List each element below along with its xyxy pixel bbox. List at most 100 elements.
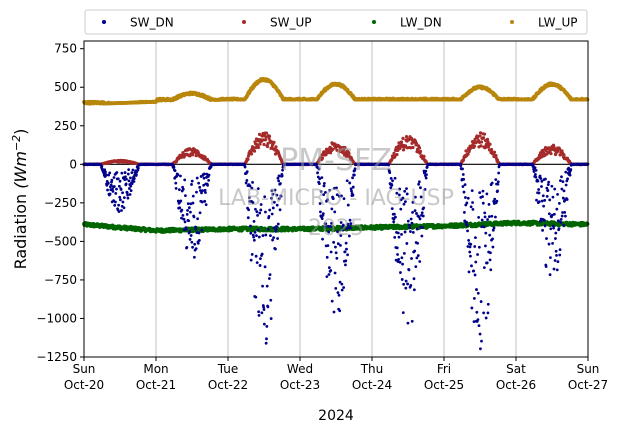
sw-dn-point <box>556 260 560 264</box>
sw-dn-point <box>327 273 331 276</box>
sw-dn-point <box>424 176 428 180</box>
sw-dn-point <box>470 306 474 310</box>
sw-dn-point <box>122 206 126 210</box>
sw-dn-point <box>475 310 479 314</box>
sw-dn-point <box>183 220 187 224</box>
sw-dn-point <box>533 166 537 170</box>
sw-up-point <box>255 143 260 147</box>
sw-up-point <box>320 156 325 160</box>
sw-dn-point <box>325 275 329 279</box>
sw-dn-point <box>119 198 122 202</box>
sw-dn-point <box>276 222 280 226</box>
sw-dn-point <box>421 226 424 229</box>
sw-dn-point <box>191 201 195 205</box>
sw-dn-point <box>244 181 248 185</box>
sw-dn-point <box>276 237 279 240</box>
sw-dn-point <box>329 250 333 254</box>
sw-dn-point <box>340 282 344 286</box>
sw-dn-point <box>396 253 399 256</box>
sw-dn-point <box>270 212 274 216</box>
sw-dn-point <box>190 183 193 186</box>
sw-up-point <box>246 154 251 158</box>
sw-dn-point <box>487 215 491 219</box>
sw-dn-point <box>394 215 397 219</box>
sw-dn-point <box>106 181 110 185</box>
sw-dn-point <box>176 173 180 177</box>
sw-up-point <box>399 140 404 144</box>
sw-dn-point <box>538 174 542 178</box>
sw-dn-point <box>468 250 472 254</box>
sw-up-point <box>264 135 268 139</box>
sw-dn-point <box>560 214 564 218</box>
sw-up-point <box>392 151 396 155</box>
sw-up-point <box>401 136 405 140</box>
sw-dn-point <box>418 217 422 221</box>
legend-label: SW_DN <box>130 16 174 30</box>
sw-dn-point <box>249 231 253 235</box>
data-points <box>82 76 590 351</box>
sw-dn-point <box>117 210 121 213</box>
sw-dn-point <box>195 176 199 180</box>
sw-up-point <box>478 134 482 138</box>
sw-up-point <box>258 142 262 146</box>
sw-dn-point <box>186 209 189 212</box>
sw-dn-point <box>545 186 549 190</box>
x-tick-label-day: Sat <box>506 362 526 376</box>
sw-dn-point <box>474 236 477 240</box>
sw-dn-point <box>481 201 485 205</box>
sw-dn-point <box>544 265 548 268</box>
sw-up-point <box>417 146 422 150</box>
sw-dn-point <box>547 180 551 184</box>
sw-dn-point <box>172 166 176 169</box>
watermark-line: PM-SFZ <box>280 143 392 178</box>
sw-dn-point <box>465 220 468 224</box>
sw-dn-point <box>108 171 112 175</box>
sw-dn-point <box>559 217 563 221</box>
sw-dn-point <box>410 257 413 260</box>
sw-dn-point <box>115 171 119 174</box>
sw-dn-point <box>398 260 402 264</box>
sw-dn-point <box>549 256 552 260</box>
sw-dn-point <box>207 178 211 182</box>
sw-dn-point <box>206 183 209 187</box>
legend-label: LW_DN <box>400 16 442 30</box>
sw-dn-point <box>497 171 501 175</box>
sw-dn-point <box>483 215 487 219</box>
sw-dn-point <box>409 230 412 233</box>
sw-dn-point <box>493 197 497 201</box>
sw-dn-point <box>204 191 207 194</box>
sw-dn-point <box>475 288 478 291</box>
sw-dn-point <box>406 321 410 325</box>
sw-dn-point <box>402 252 406 255</box>
sw-up-point <box>492 150 497 154</box>
sw-dn-point <box>173 169 177 173</box>
sw-dn-point <box>269 298 273 302</box>
sw-dn-point <box>474 260 478 264</box>
sw-dn-point <box>126 196 130 200</box>
sw-dn-point <box>261 234 265 237</box>
sw-dn-point <box>343 250 347 254</box>
sw-dn-point <box>179 199 183 203</box>
sw-dn-point <box>111 189 115 193</box>
sw-dn-point <box>207 173 211 177</box>
sw-dn-point <box>543 198 547 202</box>
x-tick-label-date: Oct-27 <box>568 378 608 392</box>
sw-dn-point <box>115 187 118 191</box>
sw-dn-point <box>279 182 282 185</box>
sw-dn-point <box>404 279 408 283</box>
sw-dn-point <box>485 261 489 265</box>
sw-dn-point <box>265 337 268 341</box>
sw-dn-point <box>200 200 204 204</box>
watermark-line: LAB-MICRO - IAG-USP <box>218 186 454 211</box>
sw-dn-point <box>202 172 206 176</box>
y-tick-label: 0 <box>69 157 77 171</box>
sw-dn-point <box>406 219 410 223</box>
sw-dn-point <box>348 181 352 185</box>
sw-dn-point <box>405 242 409 245</box>
sw-dn-point <box>264 341 268 345</box>
sw-dn-point <box>121 200 125 204</box>
sw-dn-point <box>245 170 249 174</box>
sw-dn-point <box>344 263 347 267</box>
y-axis-label-name: Radiation <box>11 194 30 270</box>
